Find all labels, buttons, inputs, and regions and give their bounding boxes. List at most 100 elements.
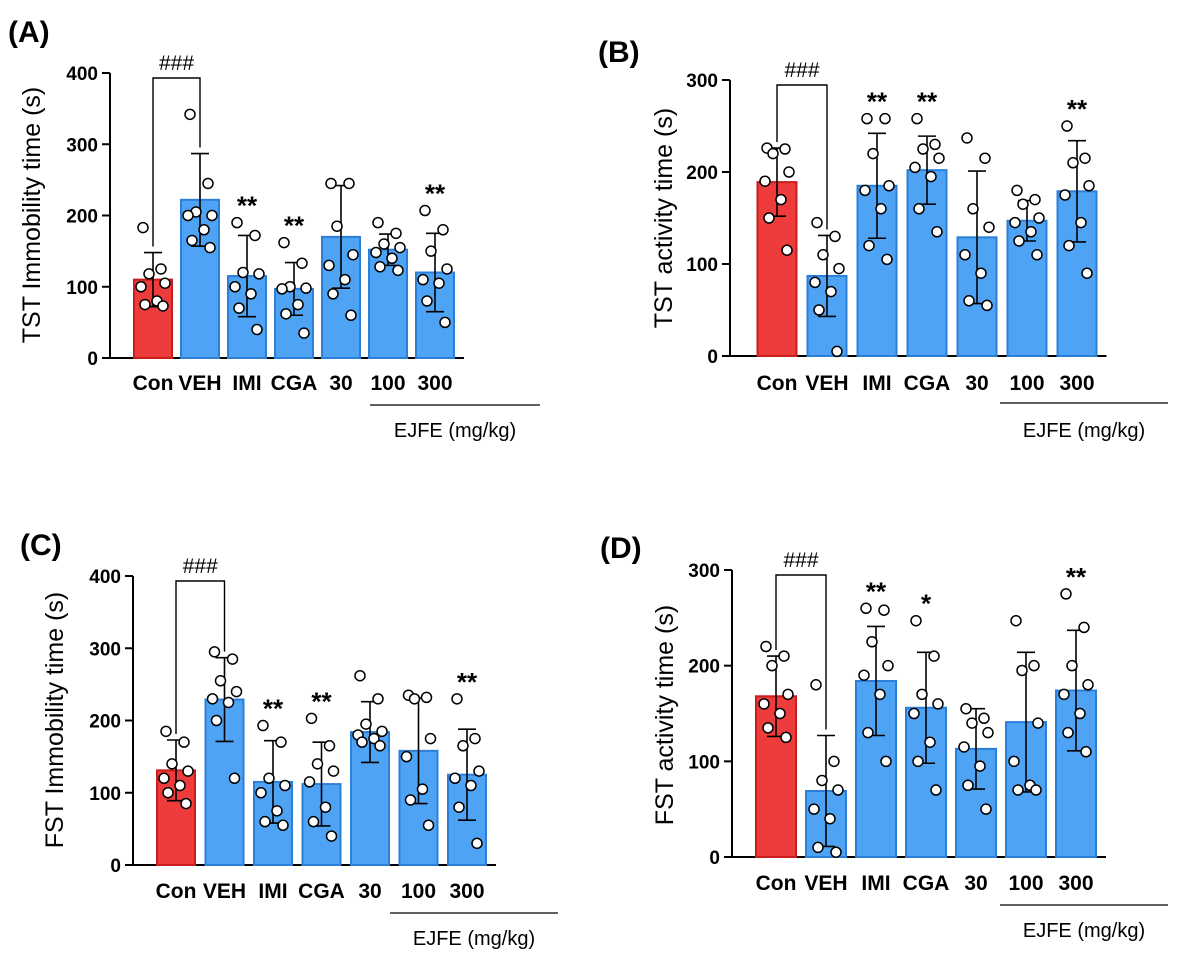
panel-label: (D)	[600, 532, 642, 565]
y-tick-label: 400	[89, 567, 121, 588]
data-point	[356, 736, 368, 748]
data-point	[1081, 267, 1093, 279]
chart-panel-4: (D) 0 100 200 300 FST activity time (s) Con VEH…	[600, 532, 1168, 942]
data-point	[810, 679, 822, 691]
data-point	[422, 819, 435, 832]
y-tick-label: 400	[66, 64, 98, 85]
data-point	[323, 259, 335, 272]
data-point	[880, 755, 892, 768]
data-point	[420, 691, 433, 704]
category-label: 300	[1059, 372, 1094, 395]
comparison-bracket	[775, 574, 827, 730]
y-tick-label: 0	[110, 856, 121, 877]
y-tick-label: 100	[89, 784, 121, 805]
data-point	[931, 226, 943, 238]
data-point	[182, 765, 194, 777]
data-point	[911, 112, 923, 125]
data-point	[370, 246, 382, 259]
data-point	[760, 640, 772, 653]
data-point	[916, 688, 928, 701]
data-point	[249, 229, 261, 242]
comparison-bracket	[175, 580, 226, 735]
data-point	[980, 803, 992, 815]
category-label: 300	[449, 880, 484, 903]
data-point	[775, 193, 787, 206]
y-axis-title: TST Immobility time (s)	[18, 87, 46, 344]
y-tick-label: 300	[688, 561, 720, 582]
data-point	[828, 755, 840, 768]
data-point	[1058, 688, 1070, 701]
data-point	[206, 693, 219, 705]
category-label: 300	[417, 372, 452, 395]
data-point	[962, 779, 974, 791]
category-label: CGA	[271, 372, 318, 395]
data-point	[1080, 746, 1092, 758]
category-label: 100	[1009, 372, 1044, 395]
data-point	[137, 221, 149, 234]
data-point	[774, 707, 786, 720]
comparison-label: ###	[784, 59, 819, 82]
data-point	[762, 722, 774, 734]
y-tick-label: 300	[686, 71, 718, 92]
data-point	[881, 253, 893, 266]
data-point	[874, 688, 886, 701]
data-point	[292, 298, 304, 311]
data-point	[325, 830, 338, 842]
data-point	[325, 177, 337, 190]
data-point	[386, 252, 398, 264]
data-point	[875, 203, 887, 215]
category-label: VEH	[178, 372, 221, 395]
data-point	[910, 614, 922, 627]
comparison-label: ###	[183, 555, 218, 578]
data-point	[1011, 184, 1023, 197]
category-label: Con	[756, 872, 797, 895]
data-point	[909, 161, 921, 174]
data-point	[155, 263, 167, 275]
data-point	[879, 112, 891, 125]
data-point	[376, 725, 388, 738]
category-label: VEH	[804, 872, 847, 895]
category-label: CGA	[904, 372, 951, 395]
data-point	[139, 298, 151, 311]
data-point	[425, 245, 437, 257]
data-point	[214, 675, 227, 687]
significance-marker: **	[917, 87, 938, 117]
data-point	[1030, 784, 1042, 796]
chart-panel-1: (A) 0 100 200 300 400 TST Immobility time (s) C…	[8, 16, 540, 442]
data-point	[925, 170, 937, 183]
data-point	[960, 702, 972, 715]
category-label: 30	[329, 372, 352, 395]
data-point	[280, 308, 292, 320]
category-label: 30	[358, 880, 381, 903]
data-point	[162, 787, 174, 799]
data-point	[1078, 621, 1090, 634]
data-point	[811, 216, 823, 229]
category-label: VEH	[203, 880, 246, 903]
y-tick-label: 0	[707, 347, 718, 368]
data-point	[859, 184, 871, 197]
data-point	[866, 636, 878, 648]
data-point	[981, 299, 993, 312]
data-point	[782, 688, 794, 701]
data-point	[143, 268, 155, 280]
data-point	[1060, 588, 1072, 600]
data-point	[368, 732, 380, 745]
y-tick-label: 0	[709, 848, 720, 869]
comparison-bracket	[776, 84, 828, 230]
panel-label: (B)	[598, 36, 640, 69]
category-label: VEH	[805, 372, 848, 395]
comparison-label: ###	[159, 52, 194, 75]
data-point	[1067, 157, 1079, 169]
category-label: Con	[133, 372, 174, 395]
data-point	[296, 257, 308, 269]
data-point	[1061, 120, 1073, 132]
data-point	[1016, 664, 1028, 677]
data-point	[929, 138, 941, 151]
data-point	[354, 669, 366, 682]
data-point	[257, 719, 269, 732]
comparison-label: ###	[783, 549, 818, 572]
data-point	[374, 740, 386, 752]
significance-marker: **	[284, 211, 305, 241]
category-label: IMI	[232, 372, 261, 395]
